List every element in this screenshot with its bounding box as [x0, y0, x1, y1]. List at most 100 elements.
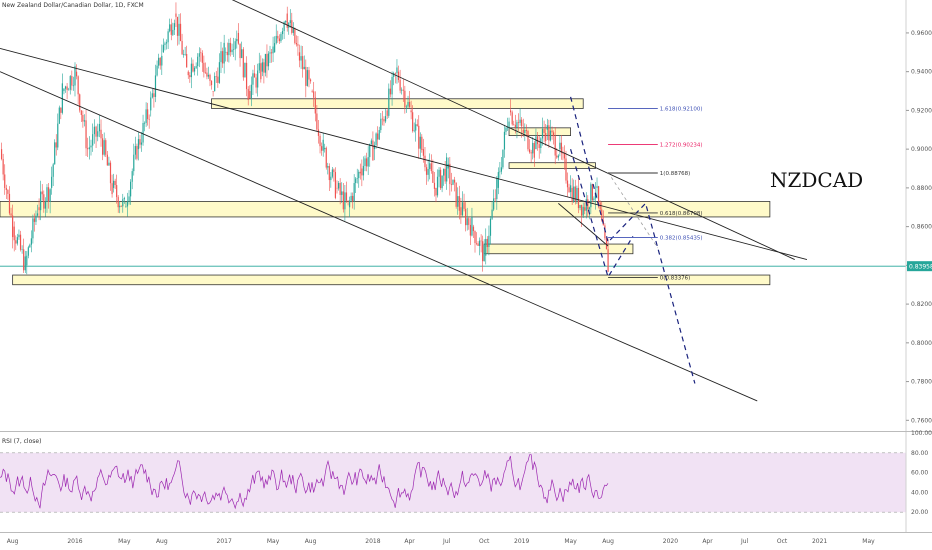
candle-body [506, 127, 509, 129]
candle-body [239, 43, 241, 59]
candle-body [517, 122, 520, 123]
candle-body [77, 76, 79, 95]
candle-body [55, 142, 57, 148]
candle-body [510, 110, 512, 113]
candle-body [516, 122, 518, 128]
candle-body [319, 135, 321, 147]
candle-body [553, 132, 555, 137]
candle-body [181, 40, 183, 55]
candle-body [226, 51, 228, 56]
candle-body [277, 35, 279, 39]
candle-body [370, 140, 372, 144]
candle-body [475, 243, 478, 244]
candle-body [463, 202, 465, 209]
candle-body [438, 169, 440, 177]
candle-body [358, 171, 360, 179]
candle-body [93, 126, 95, 135]
candle-body [449, 163, 451, 184]
candle-body [563, 153, 566, 159]
candle-body [258, 63, 260, 71]
candle-body [245, 62, 248, 90]
candle-body [489, 218, 492, 236]
candle-body [493, 198, 495, 210]
candle-body [165, 42, 168, 44]
candle-body [27, 247, 29, 256]
candle-body [579, 205, 581, 209]
candle-body [60, 107, 62, 113]
rsi-tick-label: 80.00 [911, 450, 928, 457]
candle-body [236, 38, 238, 42]
candle-body [353, 183, 355, 202]
candle-body [136, 146, 138, 159]
candle-body [170, 24, 172, 35]
candle-body [133, 154, 135, 172]
candle-body [453, 179, 456, 183]
candle-body [478, 240, 481, 246]
candle-body [393, 73, 395, 77]
candle-body [554, 136, 556, 156]
candle-body [321, 146, 323, 151]
time-tick-label: May [564, 538, 577, 545]
support-resistance-zone [211, 98, 584, 109]
candle-body [260, 63, 262, 80]
support-resistance-zone [483, 243, 634, 255]
candle-body [469, 224, 471, 236]
candle-body [278, 38, 280, 42]
candle-body [225, 51, 227, 53]
time-tick-label: Aug [7, 538, 19, 545]
candle-body [303, 66, 305, 70]
candle-body [74, 66, 76, 86]
candle-body [377, 133, 379, 140]
rsi-panel[interactable] [0, 452, 906, 513]
candle-body [38, 207, 40, 211]
candle-body [223, 42, 225, 64]
price-panel[interactable] [0, 2, 906, 286]
candle-body [128, 196, 130, 202]
candle-body [40, 191, 42, 211]
candle-body [587, 199, 589, 210]
candle-body [430, 163, 432, 172]
candle-body [477, 243, 479, 246]
candle-body [455, 182, 457, 207]
candle-body [64, 86, 67, 89]
candle-body [522, 129, 524, 133]
candle-body [298, 52, 301, 61]
candle-body [508, 121, 510, 128]
candle-body [295, 43, 297, 45]
candle-body [111, 183, 113, 195]
candle-body [253, 73, 256, 78]
drawings: 1.618(0.92100) 1.272(0.90234) 1(0.88768) 0.… [0, 0, 808, 402]
time-tick-label: Oct [479, 538, 490, 545]
fib-level-label: 0(0.83376) [660, 275, 691, 281]
candle-body [178, 23, 180, 36]
candle-body [443, 168, 445, 176]
candle-body [556, 155, 558, 158]
candle-body [264, 53, 267, 73]
trendline [558, 203, 609, 247]
candle-body [43, 194, 45, 209]
candle-body [465, 208, 467, 226]
candle-body [404, 90, 406, 108]
candle-body [179, 23, 182, 41]
candle-body [184, 53, 186, 55]
candle-body [21, 249, 23, 250]
candle-body [585, 199, 587, 211]
candle-body [582, 206, 584, 216]
candle-body [422, 149, 425, 156]
candle-body [57, 123, 59, 148]
fib-level-label: 0.382(0.85435) [660, 236, 703, 242]
candle-body [424, 155, 426, 168]
candle-body [412, 112, 414, 132]
candle-body [134, 146, 136, 155]
candle-body [327, 166, 329, 168]
candle-body [100, 129, 102, 139]
candle-body [175, 13, 177, 17]
candle-body [359, 171, 361, 174]
candle-body [316, 113, 318, 130]
candle-body [125, 206, 127, 208]
candle-body [47, 187, 50, 202]
candle-body [573, 186, 575, 202]
candle-body [13, 226, 15, 241]
